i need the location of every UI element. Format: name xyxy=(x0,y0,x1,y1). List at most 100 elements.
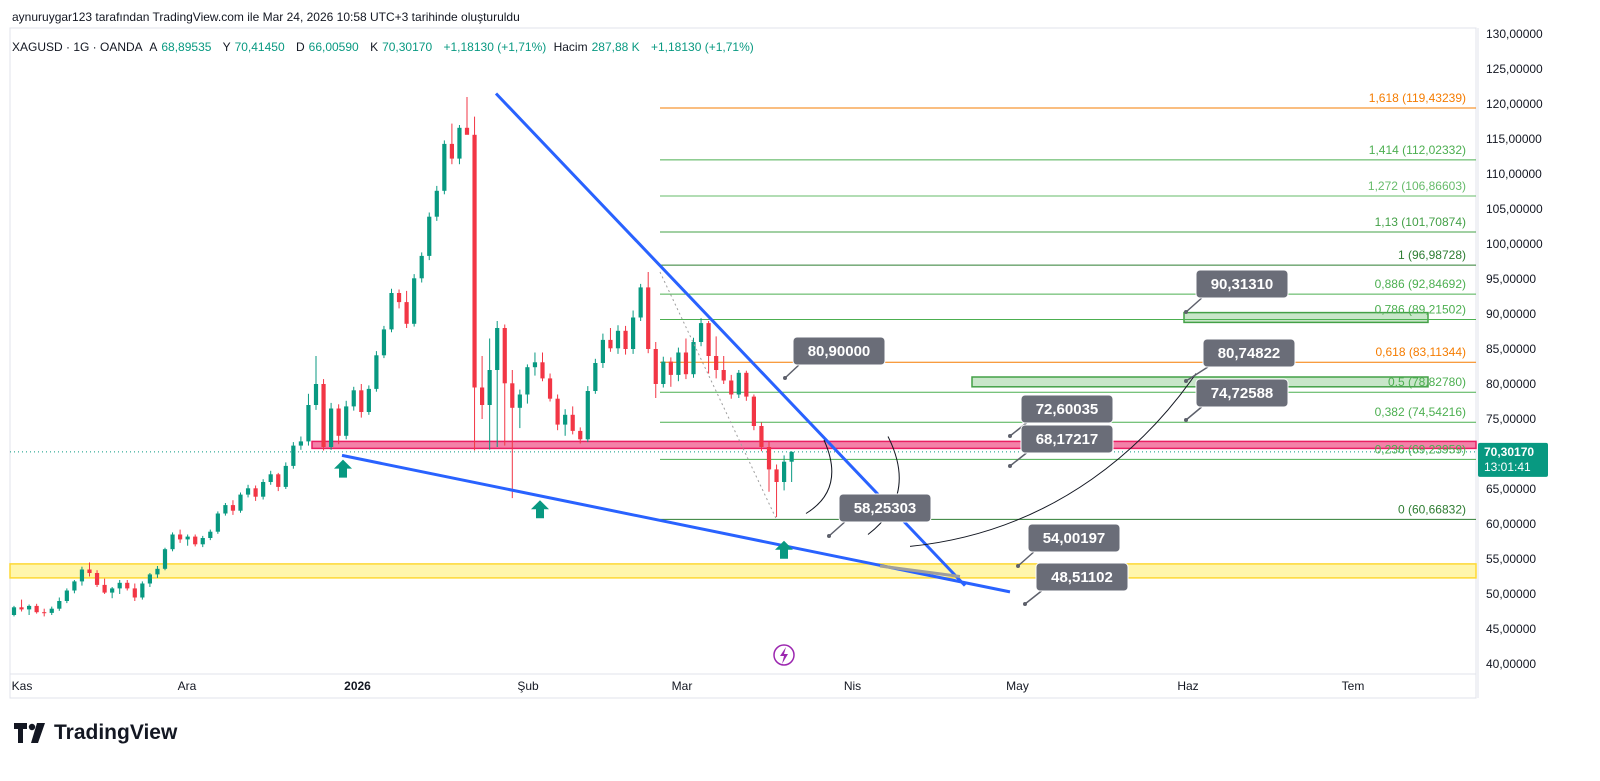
callout-box xyxy=(792,336,886,366)
candle-body xyxy=(215,513,220,532)
callout-pointer xyxy=(828,519,848,537)
candle-body xyxy=(510,383,515,408)
candle-body xyxy=(87,569,92,573)
candle-body xyxy=(412,278,417,324)
candle-body xyxy=(570,414,575,431)
y-tick-label: 55,00000 xyxy=(1486,552,1536,566)
candle-body xyxy=(298,441,303,446)
price-callout[interactable]: 72,60035 xyxy=(1008,394,1114,438)
candle-body xyxy=(283,465,288,487)
candle-body xyxy=(495,328,500,370)
candle-body xyxy=(427,216,432,256)
up-arrow-icon xyxy=(334,459,352,478)
price-chart[interactable]: 1,618 (119,43239) 1,414 (112,02332) 1,272 … xyxy=(0,0,1600,710)
x-tick-label: Şub xyxy=(517,679,539,693)
y-tick-label: 130,00000 xyxy=(1486,27,1543,41)
symbol-name[interactable]: XAGUSD · 1G · OANDA xyxy=(12,40,143,54)
price-callout[interactable]: 80,74822 xyxy=(1184,338,1296,383)
tradingview-logo-icon xyxy=(14,723,45,743)
fib-level-label: 1 (96,98728) xyxy=(1398,248,1466,262)
candle-body xyxy=(321,384,326,447)
candle-body xyxy=(170,534,175,550)
candle-body xyxy=(223,505,228,514)
candle-body xyxy=(34,605,39,613)
candle-body xyxy=(404,302,409,324)
fib-level-label: 0,618 (83,11344) xyxy=(1375,345,1466,359)
callout-label: 72,60035 xyxy=(1036,401,1099,418)
y-tick-label: 75,00000 xyxy=(1486,412,1536,426)
price-callout[interactable]: 74,72588 xyxy=(1184,378,1289,422)
callout-label: 80,74822 xyxy=(1218,345,1281,362)
candle-body xyxy=(94,573,100,585)
callout-label: 68,17217 xyxy=(1036,431,1099,448)
callout-box xyxy=(1027,523,1121,553)
candles xyxy=(11,97,794,617)
callout-anchor xyxy=(1008,464,1012,468)
event-icon[interactable] xyxy=(773,644,795,666)
candle-body xyxy=(208,531,213,538)
callout-anchor xyxy=(1184,310,1188,314)
candle-body xyxy=(117,582,122,589)
candle-body xyxy=(751,396,756,426)
candle-body xyxy=(442,143,447,191)
axes: 130,00000 125,00000 120,00000 115,00000 110,… xyxy=(12,27,1548,693)
volume-value: 287,88 K xyxy=(591,40,640,54)
close-value: 70,30170 xyxy=(382,40,433,54)
price-callout[interactable]: 54,00197 xyxy=(1016,523,1121,568)
x-tick-label: Ara xyxy=(178,679,197,693)
price-callout[interactable]: 58,25303 xyxy=(827,493,932,538)
candle-body xyxy=(27,605,32,610)
candle-body xyxy=(419,255,424,279)
callouts[interactable]: 80,90000 90,31310 80,74822 74,72588 72,60035… xyxy=(783,269,1296,606)
low-label: D xyxy=(295,40,305,54)
x-tick-label: May xyxy=(1006,679,1029,693)
candle-body xyxy=(578,430,583,440)
price-callout[interactable]: 68,17217 xyxy=(1008,424,1114,468)
callout-label: 80,90000 xyxy=(808,343,871,360)
y-tick-label: 85,00000 xyxy=(1486,342,1536,356)
candle-body xyxy=(676,352,681,375)
y-tick-label: 65,00000 xyxy=(1486,482,1536,496)
drawings[interactable] xyxy=(334,92,1197,594)
last-price-value: 70,30170 xyxy=(1484,445,1534,459)
candle-body xyxy=(698,323,704,342)
y-tick-label: 45,00000 xyxy=(1486,622,1536,636)
candle-body xyxy=(547,378,553,399)
lightning-bolt-icon xyxy=(780,647,788,664)
price-callout[interactable]: 48,51102 xyxy=(1023,562,1129,606)
callout-anchor xyxy=(1184,418,1188,422)
candle-body xyxy=(532,362,538,368)
last-price-box xyxy=(1478,442,1548,477)
candle-body xyxy=(525,367,530,395)
y-tick-label: 110,00000 xyxy=(1486,167,1542,181)
callout-pointer xyxy=(1017,549,1037,567)
open-label: A xyxy=(149,40,158,54)
candle-body xyxy=(706,323,711,356)
candle-body xyxy=(359,390,364,412)
y-tick-label: 80,00000 xyxy=(1486,377,1536,391)
tradingview-logo[interactable]: TradingView xyxy=(14,721,177,745)
x-tick-label: 2026 xyxy=(344,679,371,693)
close-label: K xyxy=(370,40,379,54)
candle-body xyxy=(366,388,371,412)
candle-body xyxy=(268,474,273,482)
price-callout[interactable]: 80,90000 xyxy=(783,336,886,380)
x-tick-label: Mar xyxy=(672,679,693,693)
candle-body xyxy=(230,505,236,511)
candle-body xyxy=(608,339,613,349)
candle-body xyxy=(291,445,296,466)
callout-anchor xyxy=(1016,564,1020,568)
candle-body xyxy=(200,538,205,545)
candle-body xyxy=(351,390,356,407)
callout-box xyxy=(1035,562,1129,592)
candle-body xyxy=(389,293,394,330)
callout-anchor xyxy=(1023,602,1027,606)
x-tick-label: Nis xyxy=(844,679,861,693)
price-callout[interactable]: 90,31310 xyxy=(1184,269,1289,314)
up-arrow-icon xyxy=(775,540,793,559)
candle-body xyxy=(72,581,77,591)
fib-level-label: 0,886 (92,84692) xyxy=(1375,277,1466,291)
candle-body xyxy=(638,287,643,318)
candle-body xyxy=(306,405,311,442)
